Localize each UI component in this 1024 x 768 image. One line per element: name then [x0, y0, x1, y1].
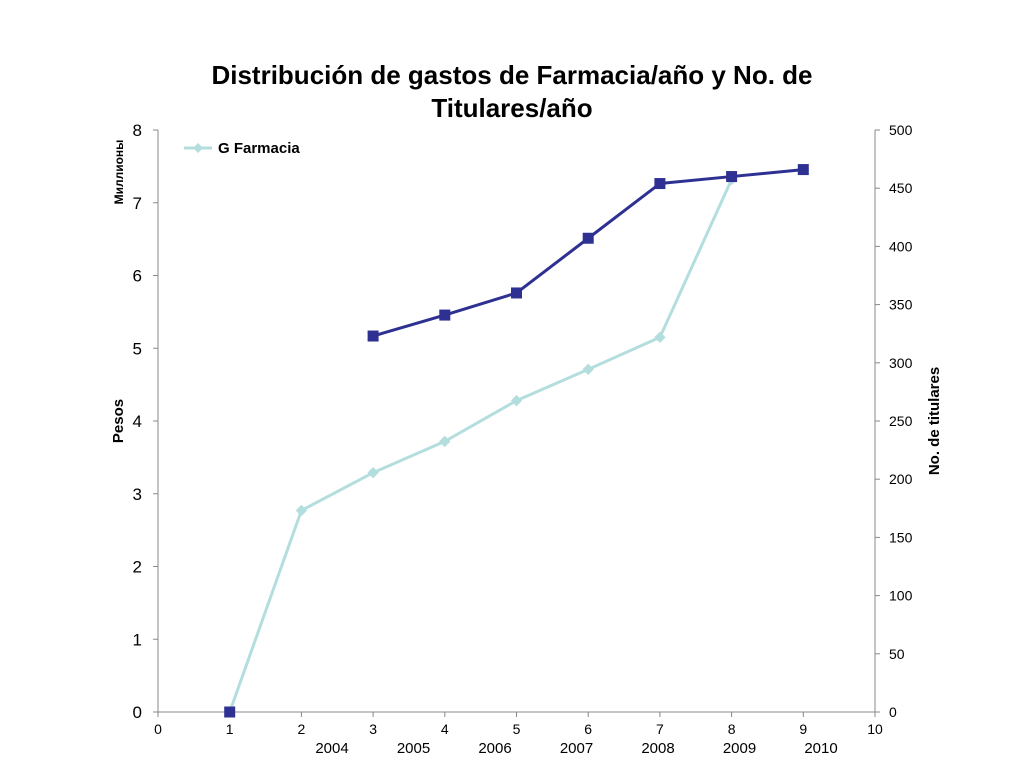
- x-tick-label: 5: [513, 721, 521, 737]
- x-tick-label: 8: [728, 721, 736, 737]
- x-tick-label: 4: [441, 721, 449, 737]
- ticks-group: 0 1 2 3 4 5 6 7 8 0 50 100 150 200 250 300 350 400 450 500 0…: [133, 121, 913, 737]
- year-label: 2009: [723, 740, 756, 757]
- y2-tick-label: 100: [889, 588, 913, 604]
- data-point-square: [224, 706, 236, 718]
- chart-title-line2: Titulares/año: [431, 93, 592, 123]
- x-tick-label: 9: [799, 721, 807, 737]
- y-tick-label: 4: [133, 412, 142, 431]
- y-tick-label: 2: [133, 558, 142, 577]
- x-tick-label: 2: [298, 721, 306, 737]
- y-axis-label: Pesos: [110, 399, 127, 443]
- data-point-diamond: [295, 504, 308, 517]
- y2-tick-label: 150: [889, 529, 913, 545]
- data-point-diamond: [654, 331, 666, 344]
- y2-tick-label: 400: [889, 238, 913, 254]
- data-point-square: [439, 309, 451, 321]
- data-point-diamond: [367, 466, 379, 479]
- y-unit-label: Миллионы: [112, 140, 126, 205]
- y-tick-label: 0: [133, 703, 142, 722]
- series-group: [223, 164, 809, 718]
- x-tick-label: 3: [369, 721, 377, 737]
- y2-tick-label: 450: [889, 180, 913, 196]
- y-tick-label: 8: [133, 121, 142, 140]
- series-line-1: [372, 168, 804, 338]
- data-point-square: [367, 330, 379, 342]
- year-label: 2006: [478, 740, 511, 757]
- year-labels: 2004 2005 2006 2007 2008 2009 2010: [315, 740, 837, 757]
- y-tick-label: 5: [133, 339, 142, 358]
- data-point-diamond: [439, 435, 451, 448]
- y2-tick-label: 200: [889, 471, 913, 487]
- legend-label: G Farmacia: [218, 140, 300, 157]
- x-tick-label: 1: [226, 721, 234, 737]
- axes-group: [157, 130, 876, 713]
- y2-tick-label: 350: [889, 297, 913, 313]
- year-label: 2010: [804, 740, 837, 757]
- data-point-diamond: [510, 394, 523, 407]
- y2-tick-label: 500: [889, 122, 913, 138]
- legend-marker: [193, 143, 203, 153]
- data-point-diamond: [582, 363, 594, 376]
- y2-tick-label: 300: [889, 355, 913, 371]
- y-tick-label: 7: [133, 194, 142, 213]
- legend: G Farmacia: [184, 140, 300, 157]
- x-tick-label: 6: [584, 721, 592, 737]
- y2-tick-label: 250: [889, 413, 913, 429]
- data-point-square: [582, 232, 594, 244]
- y-tick-label: 1: [133, 630, 142, 649]
- year-label: 2005: [397, 740, 430, 757]
- year-label: 2007: [560, 740, 593, 757]
- y-tick-label: 3: [133, 485, 142, 504]
- year-label: 2004: [315, 740, 348, 757]
- y2-tick-label: 0: [889, 704, 897, 720]
- x-tick-label: 7: [656, 721, 664, 737]
- data-point-square: [726, 171, 738, 183]
- data-point-square: [797, 164, 809, 176]
- data-point-square: [511, 287, 522, 299]
- chart-title-line1: Distribución de gastos de Farmacia/año y…: [211, 60, 812, 90]
- y2-axis-label: No. de titulares: [926, 367, 943, 475]
- x-tick-label: 0: [154, 721, 162, 737]
- series-line-0: [228, 178, 733, 713]
- y2-tick-label: 50: [889, 646, 905, 662]
- year-label: 2008: [641, 740, 674, 757]
- x-tick-label: 10: [867, 721, 883, 737]
- data-point-square: [654, 178, 666, 190]
- y-tick-label: 6: [133, 267, 142, 286]
